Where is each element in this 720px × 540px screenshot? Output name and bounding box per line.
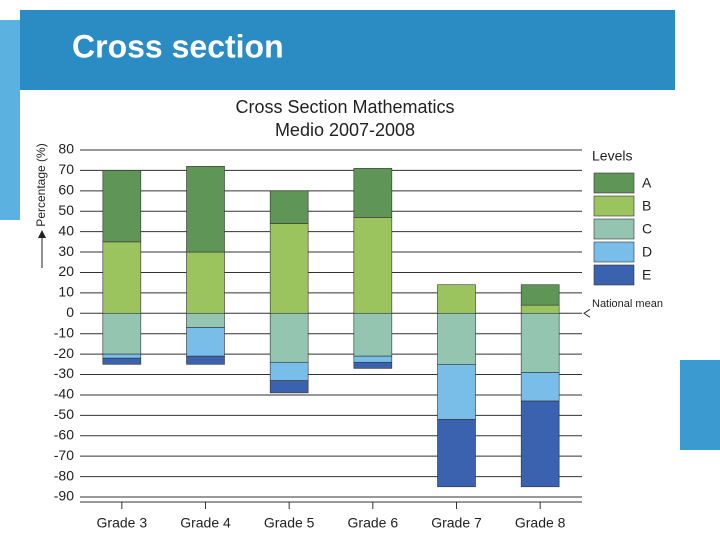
legend-label: A bbox=[642, 175, 652, 191]
annotation: National mean bbox=[592, 298, 663, 310]
bar-segment bbox=[437, 284, 476, 314]
chart-subtitle: Medio 2007-2008 bbox=[275, 120, 415, 140]
bar-segment bbox=[437, 312, 476, 365]
slide-title: Cross section bbox=[72, 28, 284, 64]
bar-segment bbox=[102, 353, 142, 359]
y-tick-label: 40 bbox=[58, 222, 74, 238]
y-tick-label: 80 bbox=[58, 141, 74, 157]
legend-swatch bbox=[593, 218, 635, 240]
annotation-arrow bbox=[583, 308, 591, 318]
bar-segment bbox=[353, 217, 393, 314]
bar-segment bbox=[186, 355, 225, 365]
y-tick-label: -20 bbox=[54, 345, 74, 361]
bar-segment bbox=[269, 380, 309, 394]
x-tick-label: Grade 3 bbox=[97, 515, 148, 531]
bar-segment bbox=[102, 312, 142, 355]
y-tick-label: -10 bbox=[54, 324, 74, 340]
y-tick-label: -30 bbox=[54, 365, 74, 381]
x-tick-label: Grade 8 bbox=[515, 515, 566, 531]
y-tick-label: 50 bbox=[58, 202, 74, 218]
bar-segment bbox=[269, 312, 309, 363]
y-tick-label: 0 bbox=[66, 304, 74, 320]
bar-segment bbox=[520, 400, 560, 488]
legend-title: Levels bbox=[592, 148, 632, 164]
y-tick-label: 10 bbox=[58, 284, 74, 300]
legend-label: C bbox=[642, 221, 652, 237]
bar-segment bbox=[437, 364, 476, 420]
bar-segment bbox=[186, 312, 225, 328]
legend-swatch bbox=[593, 264, 635, 286]
bar-segment bbox=[520, 372, 560, 402]
legend-label: B bbox=[642, 198, 651, 214]
bar-segment bbox=[186, 251, 225, 314]
side-decor bbox=[680, 360, 720, 450]
x-tick-label: Grade 4 bbox=[180, 515, 231, 531]
header-banner bbox=[20, 10, 675, 90]
y-tick-label: 30 bbox=[58, 243, 74, 259]
bar-segment bbox=[186, 166, 225, 253]
legend-label: E bbox=[642, 267, 651, 283]
bar-segment bbox=[520, 284, 560, 306]
side-decor bbox=[0, 20, 20, 220]
x-tick-label: Grade 6 bbox=[348, 515, 399, 531]
y-tick-label: -60 bbox=[54, 426, 74, 442]
bar-segment bbox=[353, 312, 393, 357]
bar-segment bbox=[269, 361, 309, 381]
y-tick-label: 20 bbox=[58, 263, 74, 279]
y-axis-label: Percentage (%) bbox=[34, 143, 48, 226]
bar-segment bbox=[437, 419, 476, 488]
bar-segment bbox=[353, 355, 393, 363]
bar-segment bbox=[353, 361, 393, 369]
x-tick-label: Grade 5 bbox=[264, 515, 315, 531]
bar-segment bbox=[102, 170, 142, 243]
y-tick-label: -50 bbox=[54, 406, 74, 422]
legend-label: D bbox=[642, 244, 652, 260]
y-tick-label: 70 bbox=[58, 161, 74, 177]
bar-segment bbox=[269, 190, 309, 224]
y-tick-label: -40 bbox=[54, 386, 74, 402]
y-tick-label: 60 bbox=[58, 182, 74, 198]
legend-swatch bbox=[593, 195, 635, 217]
y-tick-label: -70 bbox=[54, 447, 74, 463]
bar-segment bbox=[186, 327, 225, 357]
y-arrow-head bbox=[38, 230, 46, 238]
x-tick-label: Grade 7 bbox=[431, 515, 482, 531]
bar-segment bbox=[102, 241, 142, 314]
legend-swatch bbox=[593, 172, 635, 194]
bar-segment bbox=[520, 312, 560, 373]
chart-title: Cross Section Mathematics bbox=[235, 97, 454, 117]
y-tick-label: -90 bbox=[54, 488, 74, 504]
bar-segment bbox=[102, 357, 142, 365]
legend-swatch bbox=[593, 241, 635, 263]
bar-segment bbox=[353, 168, 393, 218]
bar-segment bbox=[269, 223, 309, 314]
bar-segment bbox=[520, 304, 560, 314]
y-tick-label: -80 bbox=[54, 467, 74, 483]
